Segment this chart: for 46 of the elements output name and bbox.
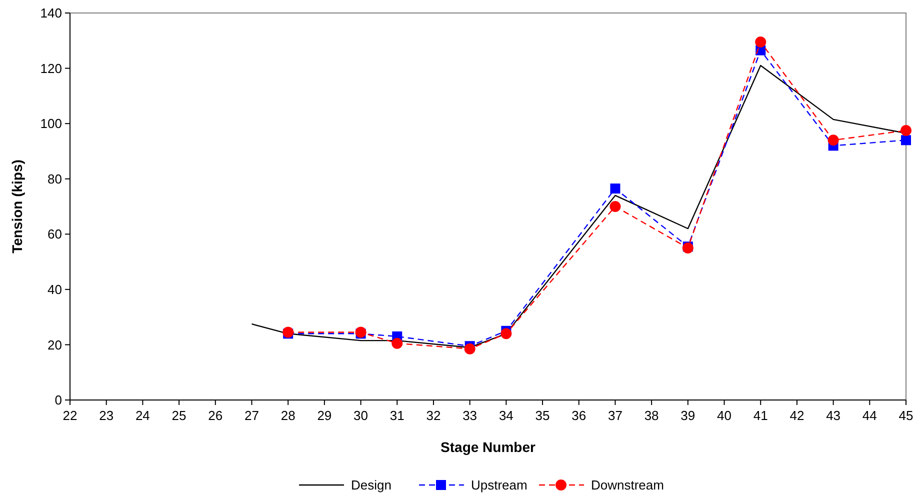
x-tick-label: 32 <box>426 408 441 423</box>
y-axis-title: Tension (kips) <box>9 160 25 254</box>
x-tick-label: 30 <box>354 408 368 423</box>
legend-label: Downstream <box>591 478 664 493</box>
x-tick-label: 27 <box>244 408 259 423</box>
y-tick-label: 80 <box>48 171 62 186</box>
x-tick-label: 44 <box>862 408 877 423</box>
point <box>755 36 766 48</box>
x-tick-label: 22 <box>62 408 78 423</box>
x-tick-label: 35 <box>535 408 550 423</box>
x-tick-label: 31 <box>390 408 404 423</box>
point <box>901 135 911 146</box>
x-tick-label: 26 <box>208 408 223 423</box>
x-tick-label: 39 <box>680 408 696 423</box>
x-tick-label: 23 <box>99 408 114 423</box>
x-tick-label: 37 <box>608 408 622 423</box>
x-tick-label: 25 <box>172 408 186 423</box>
x-tick-label: 36 <box>572 408 586 423</box>
y-tick-label: 60 <box>48 226 62 242</box>
x-tick-label: 41 <box>753 408 768 423</box>
point <box>900 124 912 136</box>
point <box>392 338 403 349</box>
x-tick-label: 29 <box>317 408 332 423</box>
point <box>828 134 839 146</box>
x-tick-label: 28 <box>280 408 296 423</box>
y-tick-label: 20 <box>48 337 62 352</box>
x-tick-label: 43 <box>826 408 841 423</box>
y-tick-label: 120 <box>40 60 62 76</box>
y-tick-label: 0 <box>54 392 62 408</box>
point <box>610 184 620 194</box>
x-tick-label: 45 <box>898 408 914 423</box>
x-tick-label: 34 <box>498 408 514 423</box>
y-tick-label: 100 <box>40 116 62 132</box>
point <box>500 328 512 340</box>
legend-label: Upstream <box>471 478 528 493</box>
y-tick-label: 140 <box>40 6 62 21</box>
point <box>610 201 621 212</box>
x-tick-label: 24 <box>135 408 150 423</box>
legend-label: Design <box>351 478 392 493</box>
x-tick-label: 33 <box>462 408 478 423</box>
point <box>464 343 476 354</box>
x-axis-title: Stage Number <box>440 439 536 455</box>
x-tick-label: 42 <box>790 408 804 423</box>
x-tick-label: 40 <box>717 408 732 423</box>
x-tick-label: 38 <box>644 408 659 423</box>
y-tick-label: 40 <box>48 282 62 297</box>
